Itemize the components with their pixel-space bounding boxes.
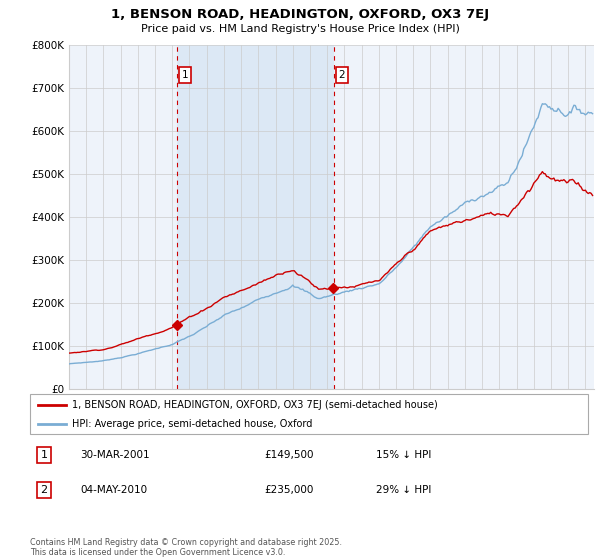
Text: HPI: Average price, semi-detached house, Oxford: HPI: Average price, semi-detached house,… (72, 419, 312, 429)
Text: 1, BENSON ROAD, HEADINGTON, OXFORD, OX3 7EJ (semi-detached house): 1, BENSON ROAD, HEADINGTON, OXFORD, OX3 … (72, 400, 437, 410)
Text: 2: 2 (40, 485, 47, 495)
Text: 1: 1 (182, 70, 188, 80)
FancyBboxPatch shape (30, 394, 588, 434)
Text: 29% ↓ HPI: 29% ↓ HPI (376, 485, 431, 495)
Text: 04-MAY-2010: 04-MAY-2010 (80, 485, 148, 495)
Text: £149,500: £149,500 (265, 450, 314, 460)
Text: 15% ↓ HPI: 15% ↓ HPI (376, 450, 431, 460)
Bar (176, 45, 334, 389)
Text: 1, BENSON ROAD, HEADINGTON, OXFORD, OX3 7EJ: 1, BENSON ROAD, HEADINGTON, OXFORD, OX3 … (111, 8, 489, 21)
Text: £235,000: £235,000 (265, 485, 314, 495)
Text: Price paid vs. HM Land Registry's House Price Index (HPI): Price paid vs. HM Land Registry's House … (140, 24, 460, 34)
Text: 30-MAR-2001: 30-MAR-2001 (80, 450, 150, 460)
Text: Contains HM Land Registry data © Crown copyright and database right 2025.
This d: Contains HM Land Registry data © Crown c… (30, 538, 342, 557)
Text: 2: 2 (339, 70, 346, 80)
Text: 1: 1 (40, 450, 47, 460)
